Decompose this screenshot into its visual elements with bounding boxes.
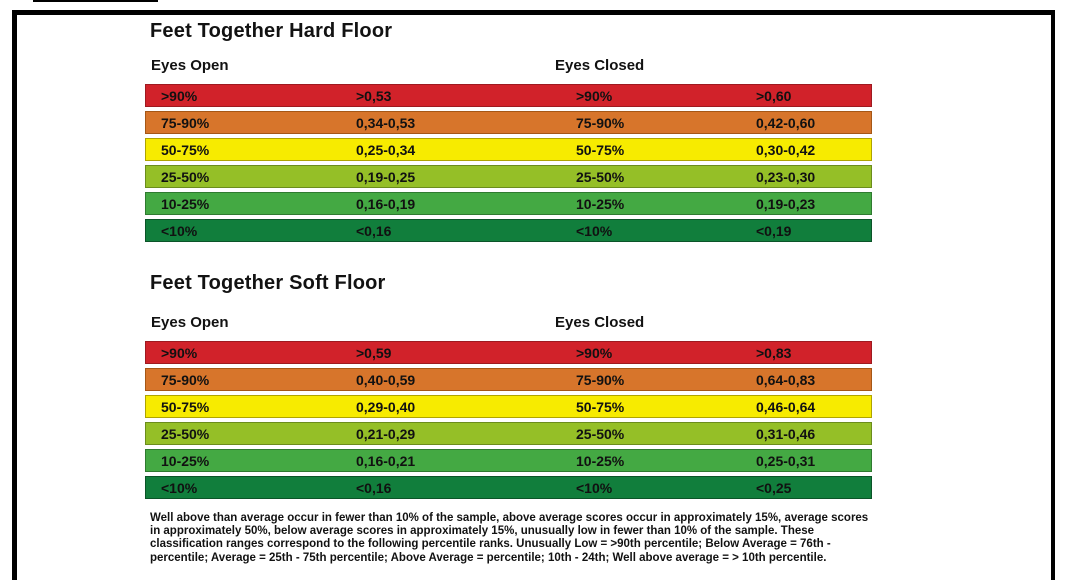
table-row: 50-75% 0,25-0,34 50-75% 0,30-0,42 <box>145 138 872 161</box>
closed-range: 0,25-0,31 <box>756 452 816 469</box>
open-percentile: 25-50% <box>161 425 210 442</box>
closed-percentile: >90% <box>576 344 613 361</box>
table-row: 25-50% 0,21-0,29 25-50% 0,31-0,46 <box>145 422 872 445</box>
table-title-soft-floor: Feet Together Soft Floor <box>150 272 386 294</box>
scan-artifact-line <box>33 0 158 2</box>
closed-range: <0,25 <box>756 479 792 496</box>
open-percentile: 50-75% <box>161 141 210 158</box>
closed-range: 0,42-0,60 <box>756 114 816 131</box>
closed-range: 0,31-0,46 <box>756 425 816 442</box>
open-percentile: 50-75% <box>161 398 210 415</box>
open-range: <0,16 <box>356 222 392 239</box>
closed-range: 0,46-0,64 <box>756 398 816 415</box>
open-percentile: 75-90% <box>161 371 210 388</box>
closed-percentile: 75-90% <box>576 371 625 388</box>
closed-percentile: 50-75% <box>576 398 625 415</box>
table-row: 25-50% 0,19-0,25 25-50% 0,23-0,30 <box>145 165 872 188</box>
column-headers: Eyes Open Eyes Closed <box>145 57 872 75</box>
closed-range: <0,19 <box>756 222 792 239</box>
open-range: 0,16-0,19 <box>356 195 416 212</box>
closed-range: 0,64-0,83 <box>756 371 816 388</box>
open-percentile: 75-90% <box>161 114 210 131</box>
closed-percentile: >90% <box>576 87 613 104</box>
figure-border-frame <box>12 10 1055 580</box>
closed-percentile: 25-50% <box>576 425 625 442</box>
open-range: 0,29-0,40 <box>356 398 416 415</box>
closed-range: 0,30-0,42 <box>756 141 816 158</box>
open-percentile: 10-25% <box>161 195 210 212</box>
table-row: 75-90% 0,34-0,53 75-90% 0,42-0,60 <box>145 111 872 134</box>
table-row: 75-90% 0,40-0,59 75-90% 0,64-0,83 <box>145 368 872 391</box>
eyes-open-header: Eyes Open <box>151 57 229 74</box>
closed-range: >0,83 <box>756 344 792 361</box>
closed-percentile: 10-25% <box>576 452 625 469</box>
closed-percentile: 10-25% <box>576 195 625 212</box>
closed-percentile: <10% <box>576 479 613 496</box>
eyes-closed-header: Eyes Closed <box>555 57 645 74</box>
column-headers: Eyes Open Eyes Closed <box>145 314 872 332</box>
eyes-closed-header: Eyes Closed <box>555 314 645 331</box>
open-range: <0,16 <box>356 479 392 496</box>
open-range: 0,19-0,25 <box>356 168 416 185</box>
hard-floor-table: >90% >0,53 >90% >0,60 75-90% 0,34-0,53 7… <box>145 84 872 246</box>
open-range: 0,25-0,34 <box>356 141 416 158</box>
closed-percentile: 25-50% <box>576 168 625 185</box>
classification-footnote: Well above than average occur in fewer t… <box>150 512 869 564</box>
open-range: 0,34-0,53 <box>356 114 416 131</box>
table-row: >90% >0,53 >90% >0,60 <box>145 84 872 107</box>
table-row: 50-75% 0,29-0,40 50-75% 0,46-0,64 <box>145 395 872 418</box>
open-percentile: 25-50% <box>161 168 210 185</box>
open-percentile: >90% <box>161 87 198 104</box>
open-range: 0,16-0,21 <box>356 452 416 469</box>
open-percentile: <10% <box>161 479 198 496</box>
open-percentile: <10% <box>161 222 198 239</box>
table-row: 10-25% 0,16-0,21 10-25% 0,25-0,31 <box>145 449 872 472</box>
closed-range: 0,19-0,23 <box>756 195 816 212</box>
closed-range: >0,60 <box>756 87 792 104</box>
open-percentile: 10-25% <box>161 452 210 469</box>
table-row: <10% <0,16 <10% <0,19 <box>145 219 872 242</box>
open-percentile: >90% <box>161 344 198 361</box>
table-row: 10-25% 0,16-0,19 10-25% 0,19-0,23 <box>145 192 872 215</box>
table-row: <10% <0,16 <10% <0,25 <box>145 476 872 499</box>
open-range: >0,53 <box>356 87 392 104</box>
eyes-open-header: Eyes Open <box>151 314 229 331</box>
closed-percentile: 75-90% <box>576 114 625 131</box>
soft-floor-table: >90% >0,59 >90% >0,83 75-90% 0,40-0,59 7… <box>145 341 872 503</box>
closed-percentile: <10% <box>576 222 613 239</box>
table-row: >90% >0,59 >90% >0,83 <box>145 341 872 364</box>
closed-range: 0,23-0,30 <box>756 168 816 185</box>
open-range: 0,21-0,29 <box>356 425 416 442</box>
closed-percentile: 50-75% <box>576 141 625 158</box>
open-range: 0,40-0,59 <box>356 371 416 388</box>
table-title-hard-floor: Feet Together Hard Floor <box>150 20 393 42</box>
open-range: >0,59 <box>356 344 392 361</box>
